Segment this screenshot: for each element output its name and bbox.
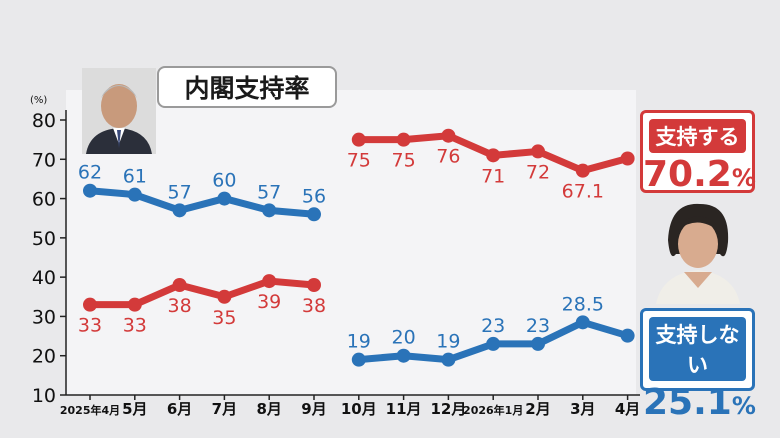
x-tick-label: 3月 <box>570 400 595 418</box>
support-data-point <box>262 274 277 289</box>
nonsupport-badge: 支持しない 25.1% <box>640 308 756 423</box>
portrait-right <box>648 192 748 304</box>
support-data-label: 75 <box>347 150 371 172</box>
x-tick-label: 5月 <box>122 400 147 418</box>
support-data-point <box>441 128 456 143</box>
x-tick-label: 6月 <box>167 400 192 418</box>
y-tick-label: 40 <box>32 267 56 289</box>
support-data-label: 67.1 <box>562 181 604 203</box>
support-data-point <box>396 132 411 147</box>
x-tick-label: 12月 <box>430 400 466 418</box>
x-tick-label: 2025年4月 <box>60 403 120 417</box>
nonsupport-data-point <box>217 191 232 206</box>
person-avatar-icon <box>648 192 748 304</box>
nonsupport-data-label: 57 <box>168 181 192 203</box>
support-data-point <box>620 151 635 166</box>
nonsupport-data-label: 23 <box>526 315 550 337</box>
nonsupport-data-point <box>396 348 411 363</box>
x-tick-label: 10月 <box>341 400 377 418</box>
support-data-point <box>531 144 545 159</box>
support-badge-label: 支持する <box>649 119 746 153</box>
x-tick-label: 8月 <box>256 400 281 418</box>
y-unit-label: (%) <box>30 95 47 106</box>
chart-title: 内閣支持率 <box>157 66 337 108</box>
x-tick-label: 7月 <box>212 400 237 418</box>
support-data-point <box>172 278 187 292</box>
y-tick-label: 80 <box>32 110 56 132</box>
nonsupport-badge-label: 支持しない <box>649 317 746 381</box>
support-data-label: 38 <box>168 295 192 317</box>
support-data-point <box>127 297 142 312</box>
support-data-label: 33 <box>123 315 147 337</box>
y-tick-label: 70 <box>32 149 56 171</box>
nonsupport-series-line <box>86 187 318 218</box>
x-tick-label: 11月 <box>386 400 422 418</box>
nonsupport-badge-value-row: 25.1% <box>643 381 756 428</box>
support-data-label: 35 <box>212 307 236 329</box>
support-data-point <box>217 289 232 304</box>
support-data-label: 39 <box>257 291 281 313</box>
portrait-left <box>82 68 156 154</box>
nonsupport-data-label: 60 <box>212 170 236 192</box>
nonsupport-data-label: 28.5 <box>562 293 604 315</box>
nonsupport-data-point <box>486 336 501 351</box>
x-tick-label: 2月 <box>525 400 550 418</box>
nonsupport-data-point <box>262 203 277 218</box>
nonsupport-badge-value: 25.1 <box>643 382 732 423</box>
y-tick-label: 30 <box>32 306 56 328</box>
nonsupport-data-point <box>307 207 321 222</box>
x-tick-label: 4月 <box>615 400 640 418</box>
nonsupport-data-point <box>531 336 545 351</box>
support-data-point <box>486 148 501 163</box>
nonsupport-data-label: 19 <box>347 331 371 353</box>
nonsupport-data-point <box>620 328 635 343</box>
x-tick-label: 9月 <box>301 400 326 418</box>
nonsupport-data-label: 19 <box>436 331 460 353</box>
nonsupport-data-label: 23 <box>481 315 505 337</box>
support-badge: 支持する 70.2% <box>640 110 756 195</box>
nonsupport-data-point <box>351 352 366 367</box>
support-badge-pct: % <box>731 164 756 192</box>
nonsupport-data-label: 56 <box>302 185 326 207</box>
x-tick-label: 2026年1月 <box>463 403 523 417</box>
y-tick-label: 10 <box>32 385 56 407</box>
support-data-label: 38 <box>302 295 326 317</box>
y-tick-label: 60 <box>32 189 56 211</box>
nonsupport-data-label: 61 <box>123 166 147 188</box>
nonsupport-data-point <box>83 183 97 198</box>
support-series-line <box>86 277 318 309</box>
nonsupport-data-point <box>172 203 187 218</box>
support-data-label: 76 <box>436 146 460 168</box>
nonsupport-data-label: 57 <box>257 181 281 203</box>
nonsupport-badge-pct: % <box>731 392 756 420</box>
y-tick-label: 20 <box>32 346 56 368</box>
nonsupport-data-label: 20 <box>392 327 416 349</box>
support-data-label: 72 <box>526 161 550 183</box>
support-data-label: 75 <box>392 150 416 172</box>
support-data-label: 33 <box>78 315 102 337</box>
nonsupport-data-point <box>127 187 142 202</box>
nonsupport-data-point <box>441 352 456 367</box>
nonsupport-data-point <box>575 315 590 330</box>
support-data-point <box>83 297 97 312</box>
support-data-label: 71 <box>481 165 505 187</box>
support-data-point <box>351 132 366 147</box>
person-avatar-icon <box>82 68 156 154</box>
support-data-point <box>575 163 590 178</box>
support-badge-value-row: 70.2% <box>643 153 756 200</box>
support-data-point <box>307 278 321 292</box>
y-tick-label: 50 <box>32 228 56 250</box>
support-badge-value: 70.2 <box>643 154 732 195</box>
nonsupport-data-label: 62 <box>78 162 102 184</box>
